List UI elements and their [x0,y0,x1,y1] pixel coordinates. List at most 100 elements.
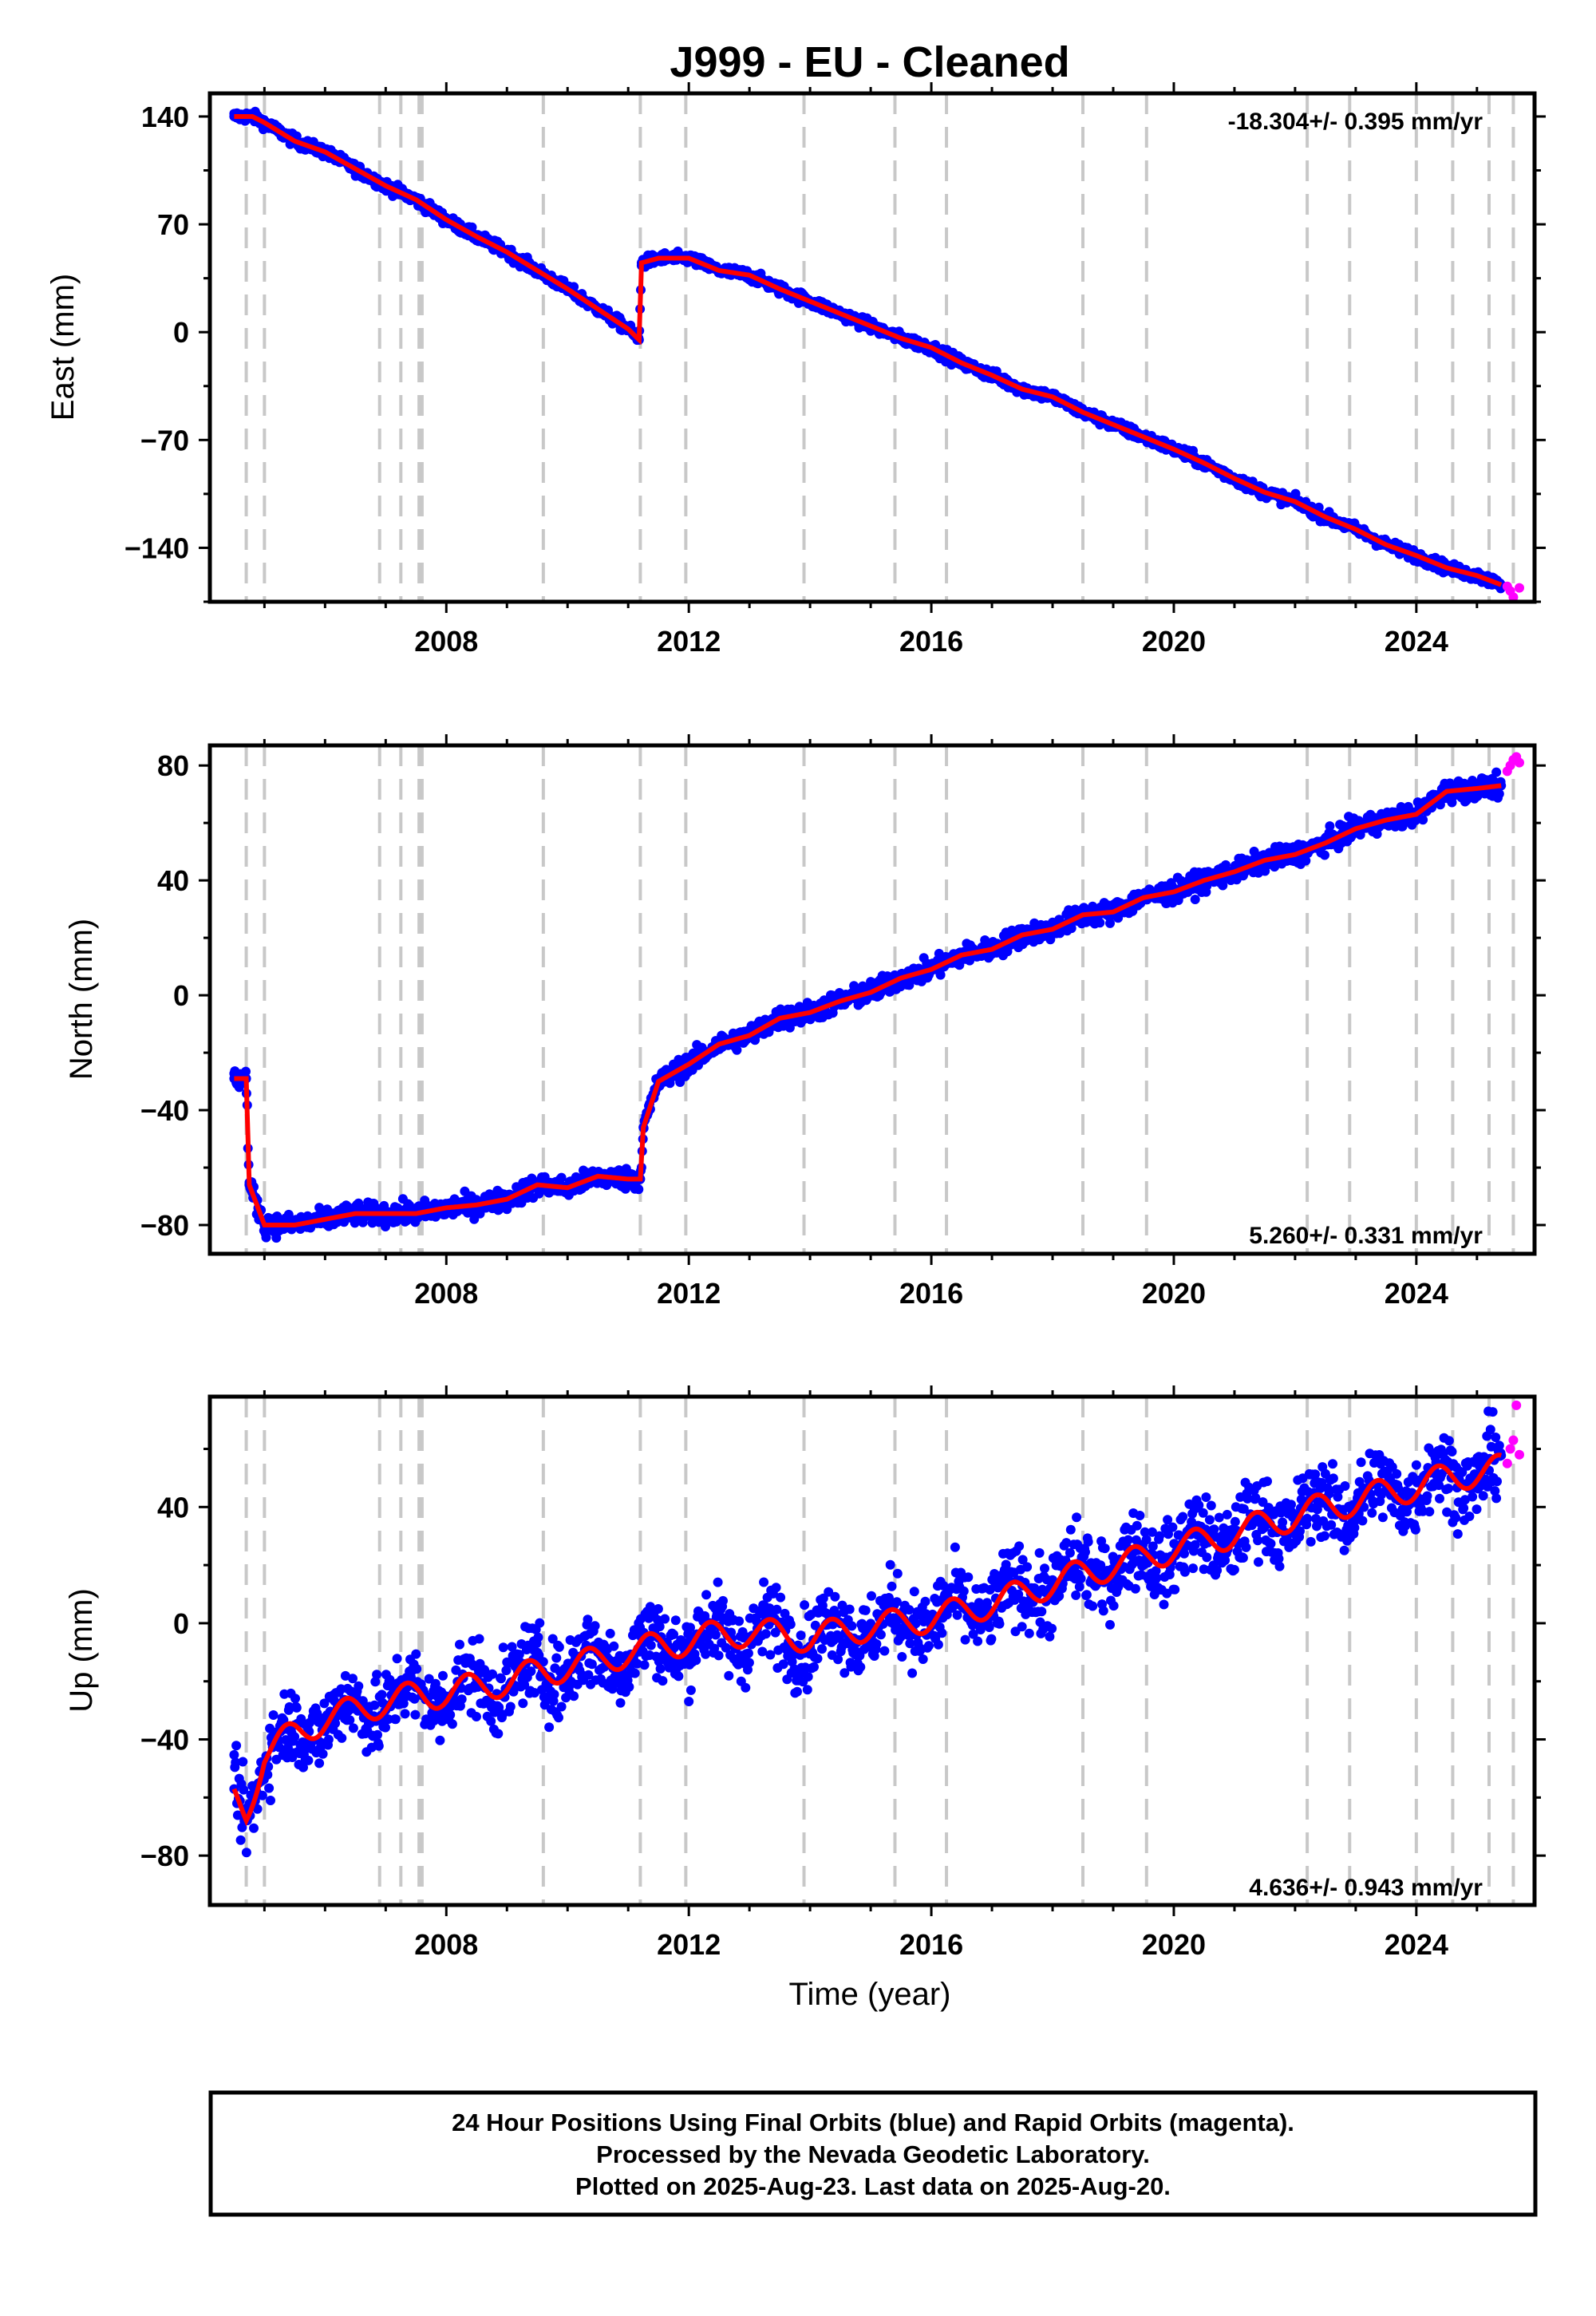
data-point [802,1685,812,1695]
data-point [985,1585,995,1595]
data-point [924,1641,934,1651]
data-point [905,1638,915,1649]
data-point [765,1650,776,1660]
data-point [778,1659,788,1670]
data-point [409,1694,420,1704]
data-point [772,1604,782,1614]
data-point [263,1769,273,1780]
data-point [472,1712,481,1721]
data-point [526,1666,536,1677]
x-tick-label: 2020 [1142,1277,1206,1310]
data-point [718,1595,728,1606]
data-point [674,1671,684,1682]
data-point [435,1735,445,1745]
y-tick-label: 0 [173,979,189,1012]
data-point [833,1654,843,1665]
data-point [229,1749,239,1760]
data-point [817,1644,827,1654]
data-point [812,1654,823,1664]
data-point [373,1729,382,1740]
data-point [281,1735,291,1745]
data-point [994,1618,1005,1629]
data-point [392,1654,402,1664]
y-tick-label: −80 [140,1209,189,1242]
rapid-point [1508,592,1519,602]
data-point [1314,502,1324,512]
data-point [785,1619,796,1630]
data-point [1013,1589,1024,1599]
data-point [348,1674,358,1684]
x-tick-label: 2024 [1385,1277,1448,1310]
data-point [958,1586,969,1596]
data-point [503,1658,513,1669]
data-point [984,1622,994,1632]
data-point [291,1702,302,1713]
x-tick-label: 2012 [657,625,721,658]
data-point [1468,776,1478,785]
data-point [1076,1574,1086,1583]
data-point [665,1078,675,1089]
y-axis-label: North (mm) [64,919,99,1080]
data-point [1045,1631,1055,1642]
data-point [658,1676,668,1686]
rapid-point [1515,583,1525,593]
data-point [639,1660,650,1670]
data-point [937,1628,947,1638]
data-point [1054,1591,1065,1601]
data-point [348,1723,358,1733]
figure-title: J999 - EU - Cleaned [670,38,1069,86]
data-point [547,1634,558,1644]
data-point [691,1655,701,1666]
data-point [1071,1590,1081,1600]
data-point [551,1653,562,1663]
data-point [501,1666,512,1676]
data-point [860,1605,871,1615]
data-point [445,1709,456,1720]
data-point [952,1610,962,1620]
data-point [261,1232,271,1243]
data-point [867,1591,876,1601]
data-point [909,1587,919,1597]
data-point [231,1757,241,1768]
data-point [1065,1547,1075,1558]
data-point [887,1581,897,1591]
data-point [241,1848,251,1858]
data-point [1095,918,1105,928]
data-point [960,1634,970,1645]
data-point [556,1701,567,1712]
data-point [372,1670,382,1680]
data-point [713,1577,723,1587]
data-point [241,1066,251,1077]
data-point [871,1639,882,1649]
data-point [1320,850,1329,860]
data-point [249,1823,259,1833]
data-point [319,1698,330,1709]
data-point [498,1642,508,1653]
data-point [973,1636,983,1646]
y-tick-label: −70 [140,424,189,456]
y-tick-label: −140 [124,532,189,564]
model-curve [234,783,1502,1227]
data-point [1010,1626,1021,1637]
data-point [630,1668,640,1678]
data-point [533,1632,543,1642]
data-point [920,1596,930,1607]
data-point [549,1690,559,1700]
data-point [264,1783,275,1793]
data-point [312,1708,322,1718]
data-point [670,1615,681,1626]
data-point [1190,895,1200,904]
data-point [231,1741,242,1751]
data-point [554,1713,563,1723]
data-point [1040,1563,1049,1574]
rapid-orbit-points [1502,752,1525,777]
data-point [494,1702,504,1713]
data-point [892,1568,903,1579]
data-point [710,1630,721,1640]
data-point [1491,767,1502,777]
data-point [412,1664,422,1674]
data-point [1088,1601,1098,1611]
